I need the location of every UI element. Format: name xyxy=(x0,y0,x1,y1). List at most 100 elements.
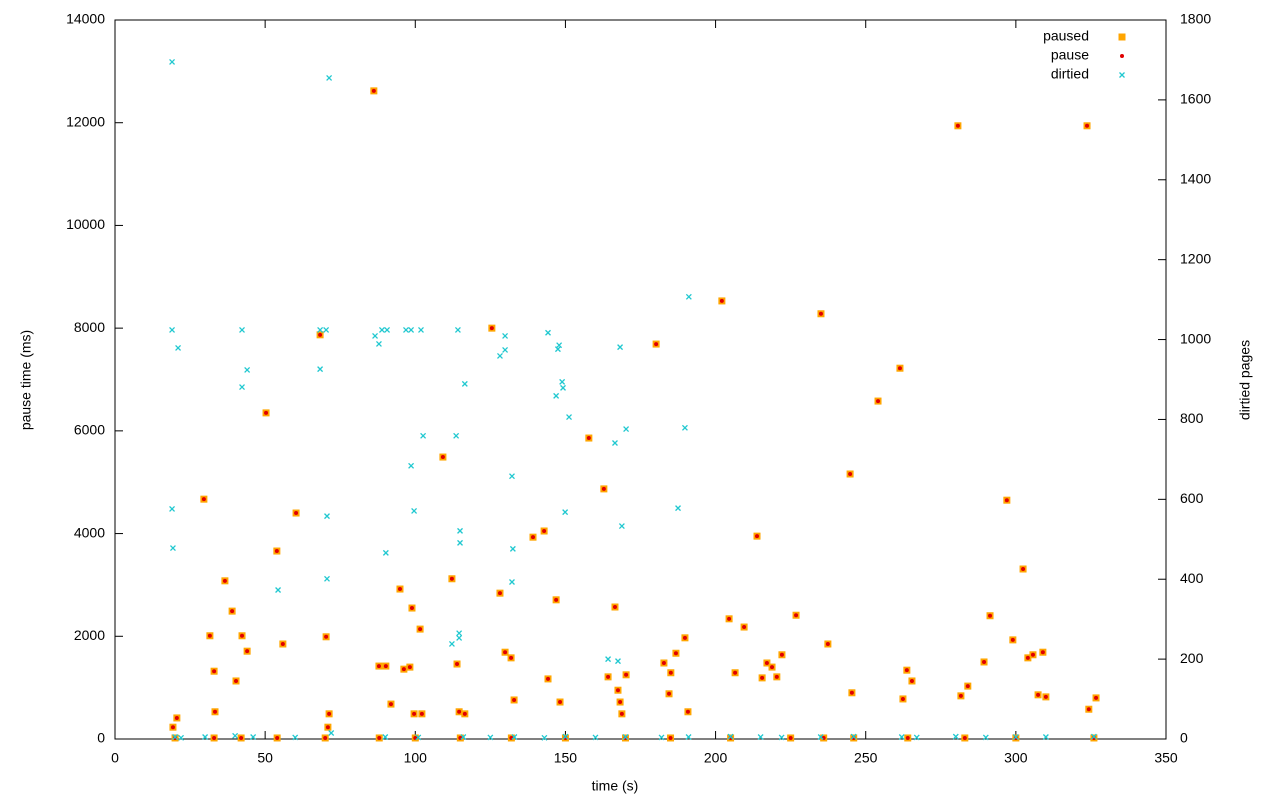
data-point xyxy=(489,326,494,331)
data-point xyxy=(234,678,239,683)
data-point xyxy=(1010,637,1015,642)
data-point xyxy=(900,696,905,701)
data-point xyxy=(457,709,462,714)
data-point xyxy=(615,658,621,665)
data-point xyxy=(457,527,463,534)
data-point xyxy=(556,342,563,349)
data-point xyxy=(1012,734,1019,740)
data-point xyxy=(1040,650,1045,655)
data-point xyxy=(794,613,799,618)
data-point xyxy=(897,366,902,371)
data-point xyxy=(378,327,385,333)
data-point xyxy=(685,293,692,300)
data-point xyxy=(407,665,412,670)
data-point xyxy=(382,549,389,556)
data-point xyxy=(615,688,620,693)
data-point xyxy=(383,664,388,669)
data-point xyxy=(323,735,328,740)
data-point xyxy=(376,664,381,669)
data-point xyxy=(502,333,509,339)
legend-marker xyxy=(1118,33,1126,41)
data-point xyxy=(292,734,299,741)
data-point xyxy=(562,509,569,516)
data-point xyxy=(230,609,235,614)
data-point xyxy=(509,579,515,585)
data-point xyxy=(372,333,379,339)
data-point xyxy=(779,652,784,657)
data-point xyxy=(456,634,463,641)
data-point xyxy=(760,675,765,680)
data-point xyxy=(388,702,393,707)
x-tick-label: 50 xyxy=(257,750,273,766)
data-point xyxy=(988,613,993,618)
data-point xyxy=(982,659,987,664)
data-point xyxy=(502,346,509,353)
x-tick-label: 0 xyxy=(111,750,119,766)
data-point xyxy=(685,734,692,740)
data-point xyxy=(658,734,665,741)
data-point xyxy=(1085,123,1090,128)
data-point xyxy=(675,505,681,512)
data-point xyxy=(1013,735,1018,740)
data-point xyxy=(1090,733,1097,740)
x-tick-label: 350 xyxy=(1154,750,1178,766)
data-point xyxy=(317,366,324,373)
y-tick-label: 8000 xyxy=(74,319,105,335)
data-point xyxy=(212,669,217,674)
data-point xyxy=(619,711,624,716)
y2-tick-label: 200 xyxy=(1180,650,1204,666)
data-point xyxy=(1094,695,1099,700)
data-point xyxy=(848,471,853,476)
data-point xyxy=(403,327,409,333)
data-point xyxy=(411,507,418,514)
data-point xyxy=(175,344,182,351)
data-point xyxy=(1021,567,1026,572)
data-point xyxy=(449,576,454,581)
data-point xyxy=(323,327,330,333)
data-point xyxy=(324,513,330,520)
data-point xyxy=(401,667,406,672)
x-tick-label: 150 xyxy=(554,750,578,766)
data-point xyxy=(326,74,333,81)
data-point xyxy=(618,700,623,705)
data-point xyxy=(324,575,330,582)
data-point xyxy=(654,342,659,347)
data-point xyxy=(849,690,854,695)
data-point xyxy=(280,641,285,646)
data-point xyxy=(178,734,185,741)
data-point xyxy=(904,668,909,673)
data-point xyxy=(457,539,463,546)
data-point xyxy=(685,709,690,714)
data-point xyxy=(764,660,769,665)
data-point xyxy=(818,311,823,316)
data-point xyxy=(560,384,566,391)
data-point xyxy=(623,426,630,432)
data-point xyxy=(232,732,239,739)
y2-axis-label: dirtied pages xyxy=(1237,340,1253,420)
y2-tick-label: 1000 xyxy=(1180,330,1211,346)
data-point xyxy=(1042,734,1049,740)
data-point xyxy=(965,684,970,689)
data-point xyxy=(201,497,206,502)
data-point xyxy=(774,674,779,679)
x-tick-label: 200 xyxy=(704,750,728,766)
data-point xyxy=(554,597,559,602)
data-point xyxy=(982,734,989,741)
data-point xyxy=(460,734,467,740)
y2-tick-label: 1600 xyxy=(1180,91,1211,107)
data-point xyxy=(325,725,330,730)
data-point xyxy=(448,640,455,647)
data-point xyxy=(788,735,793,740)
data-point xyxy=(605,656,612,663)
data-point xyxy=(397,587,402,592)
data-point xyxy=(952,733,959,740)
legend-marker xyxy=(1119,72,1125,78)
y-tick-label: 2000 xyxy=(74,627,105,643)
data-point xyxy=(624,672,629,677)
y-tick-label: 14000 xyxy=(66,11,105,27)
data-point xyxy=(757,734,764,740)
data-point xyxy=(562,733,569,740)
data-point xyxy=(661,660,666,665)
data-point xyxy=(727,733,734,740)
y-axis-label: pause time (ms) xyxy=(18,330,34,430)
